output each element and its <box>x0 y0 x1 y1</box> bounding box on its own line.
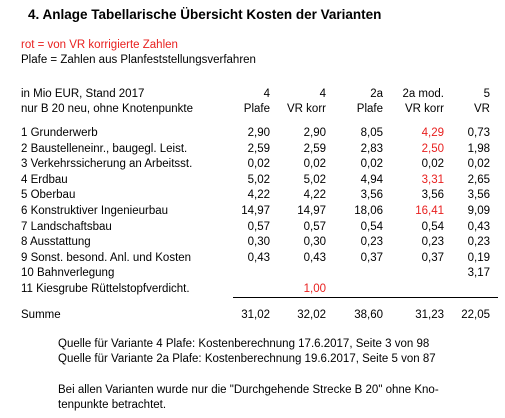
column-header-line2: VR <box>474 103 490 115</box>
row-label: 4 Erdbau <box>21 174 68 186</box>
table-cell: 0,23 <box>360 236 383 248</box>
row-label: 7 Landschaftsbau <box>21 221 112 233</box>
legend-plafe-note: Plafe = Zahlen aus Planfeststellungsverf… <box>21 54 256 66</box>
table-cell: 1,98 <box>467 143 490 155</box>
column-header-line2: Plafe <box>243 103 270 115</box>
column-header-line2: Plafe <box>356 103 383 115</box>
table-cell: 0,02 <box>360 158 383 170</box>
table-cell: 2,59 <box>303 143 326 155</box>
table-cell: 3,56 <box>360 189 383 201</box>
table-cell: 2,59 <box>247 143 270 155</box>
row-label: 2 Baustelleneinr., baugegl. Leist. <box>21 143 188 155</box>
table-cell: 1,00 <box>303 283 326 295</box>
table-cell: 9,09 <box>467 205 490 217</box>
row-label: 8 Ausstattung <box>21 236 91 248</box>
table-cell: 0,57 <box>303 221 326 233</box>
row-label: 3 Verkehrssicherung an Arbeitsst. <box>21 158 193 170</box>
remark-line-1: Bei allen Varianten wurde nur die "Durch… <box>58 384 439 396</box>
table-cell: 2,90 <box>303 127 326 139</box>
row-label: 1 Grunderwerb <box>21 127 98 139</box>
table-cell: 3,31 <box>421 174 444 186</box>
table-cell: 5,02 <box>247 174 270 186</box>
row-label: 6 Konstruktiver Ingenieurbau <box>21 205 169 217</box>
source-note-variant-2a: Quelle für Variante 2a Plafe: Kostenbere… <box>58 353 436 365</box>
sum-cell: 31,23 <box>415 309 444 321</box>
table-cell: 0,02 <box>421 158 444 170</box>
table-cell: 0,23 <box>467 236 490 248</box>
table-cell: 4,94 <box>360 174 383 186</box>
column-header-line1: 5 <box>483 88 490 100</box>
column-header-line1: 2a mod. <box>402 88 444 100</box>
table-cell: 0,54 <box>421 221 444 233</box>
table-cell: 2,83 <box>360 143 383 155</box>
table-cell: 2,65 <box>467 174 490 186</box>
table-cell: 0,02 <box>303 158 326 170</box>
unit-line-1: in Mio EUR, Stand 2017 <box>21 88 145 100</box>
section-heading: 4. Anlage Tabellarische Übersicht Kosten… <box>28 7 382 22</box>
sum-cell: 31,02 <box>241 309 270 321</box>
table-cell: 4,29 <box>421 127 444 139</box>
table-cell: 2,50 <box>421 143 444 155</box>
table-cell: 4,22 <box>247 189 270 201</box>
table-cell: 0,23 <box>421 236 444 248</box>
source-note-variant-4: Quelle für Variante 4 Plafe: Kostenberec… <box>58 338 430 350</box>
table-cell: 16,41 <box>415 205 444 217</box>
table-cell: 0,30 <box>303 236 326 248</box>
table-cell: 5,02 <box>303 174 326 186</box>
row-label: 5 Oberbau <box>21 189 76 201</box>
sum-label: Summe <box>21 309 61 321</box>
column-header-line2: VR korr <box>405 103 444 115</box>
table-cell: 0,43 <box>467 221 490 233</box>
table-cell: 3,17 <box>467 267 490 279</box>
table-cell: 0,30 <box>247 236 270 248</box>
row-label: 10 Bahnverlegung <box>21 267 115 279</box>
table-cell: 0,19 <box>467 252 490 264</box>
table-cell: 0,02 <box>467 158 490 170</box>
table-cell: 0,02 <box>247 158 270 170</box>
table-cell: 0,43 <box>247 252 270 264</box>
table-cell: 0,37 <box>421 252 444 264</box>
column-header-line1: 4 <box>319 88 326 100</box>
table-cell: 14,97 <box>241 205 270 217</box>
table-cell: 3,56 <box>421 189 444 201</box>
table-cell: 0,54 <box>360 221 383 233</box>
table-cell: 0,57 <box>247 221 270 233</box>
column-header-line1: 2a <box>370 88 383 100</box>
table-cell: 0,73 <box>467 127 490 139</box>
sum-separator <box>233 297 498 298</box>
table-cell: 2,90 <box>247 127 270 139</box>
table-cell: 18,06 <box>354 205 383 217</box>
column-header-line2: VR korr <box>287 103 326 115</box>
table-cell: 0,43 <box>303 252 326 264</box>
sum-cell: 38,60 <box>354 309 383 321</box>
table-cell: 14,97 <box>297 205 326 217</box>
row-label: 11 Kiesgrube Rüttelstopfverdicht. <box>21 283 190 295</box>
table-cell: 4,22 <box>303 189 326 201</box>
column-header-line1: 4 <box>263 88 270 100</box>
sum-cell: 22,05 <box>461 309 490 321</box>
table-cell: 0,37 <box>360 252 383 264</box>
sum-cell: 32,02 <box>297 309 326 321</box>
unit-line-2: nur B 20 neu, ohne Knotenpunkte <box>21 103 194 115</box>
table-cell: 3,56 <box>467 189 490 201</box>
remark-line-2: tenpunkte betrachtet. <box>58 399 167 411</box>
legend-red-note: rot = von VR korrigierte Zahlen <box>21 39 178 51</box>
table-cell: 8,05 <box>360 127 383 139</box>
row-label: 9 Sonst. besond. Anl. und Kosten <box>21 252 192 264</box>
